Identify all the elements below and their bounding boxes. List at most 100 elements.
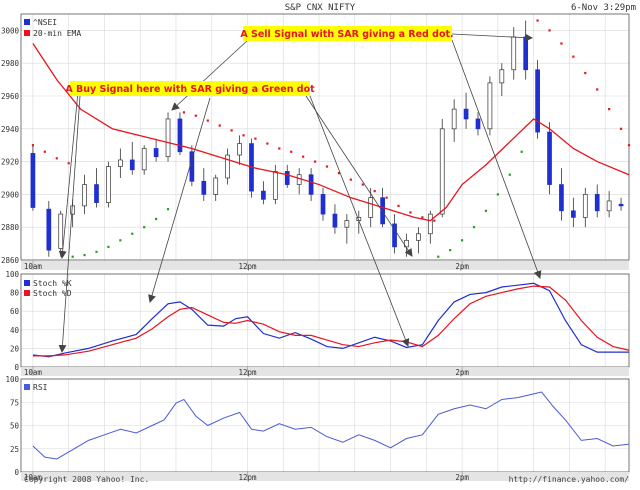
buy-arrow-stoch — [58, 95, 81, 353]
sar-green-dot — [71, 255, 74, 258]
rsi-line — [32, 391, 630, 460]
candle-down — [618, 203, 624, 207]
candle-down — [463, 108, 469, 120]
candle-up — [344, 220, 350, 228]
sar-green-dot — [437, 255, 440, 258]
sar-green-dot — [449, 249, 452, 252]
sar-green-dot — [95, 250, 98, 253]
chart-title: S&P CNX NIFTY — [285, 3, 356, 13]
plot-frame — [20, 13, 630, 261]
x-tick-label: 2pm — [455, 473, 469, 482]
candle-up — [487, 82, 493, 130]
footer-source: http://finance.yahoo.com/ — [509, 475, 630, 484]
stochastic-panel: 0 20 40 60 80 100 10am 12pm 2pm — [5, 270, 630, 377]
x-tick-label: 2pm — [455, 368, 469, 377]
legend-label-ema: 20-min EMA — [33, 29, 81, 38]
annotation-arrows — [58, 33, 542, 353]
sar-red-dot — [596, 88, 599, 91]
y-tick-label: 2920 — [1, 158, 20, 167]
candle-down — [380, 197, 385, 225]
legend-label-stoch-k: Stoch %K — [33, 279, 72, 288]
y-tick-label: 2940 — [1, 125, 20, 134]
x-tick-label: 10am — [24, 473, 43, 482]
x-tick-label: 10am — [24, 368, 43, 377]
sar-red-dot — [337, 171, 341, 175]
candle-up — [141, 148, 147, 171]
sar-red-dot — [627, 144, 631, 147]
y-tick-label: 50 — [10, 422, 20, 431]
sar-red-dot — [433, 219, 436, 222]
sar-red-dot — [608, 108, 611, 111]
legend-label-rsi: RSI — [33, 383, 48, 392]
sar-red-dot — [218, 124, 221, 127]
stoch-d-line — [32, 285, 630, 357]
sar-red-dot — [31, 144, 35, 147]
x-tick-label: 12pm — [238, 473, 257, 482]
sar-green-dot — [119, 239, 122, 242]
candle-down — [30, 153, 36, 208]
y-tick-label: 2860 — [1, 256, 20, 265]
sar-red-dot — [373, 190, 376, 193]
candle-up — [225, 154, 230, 179]
sar-red-dot — [548, 29, 551, 32]
sar-red-dot — [349, 178, 352, 181]
rsi-legend: RSI — [24, 383, 48, 392]
sar-green-dot — [107, 245, 110, 248]
y-tick-label: 2960 — [1, 92, 20, 101]
sell-arrow-left — [171, 39, 249, 111]
time-axis-band — [21, 472, 629, 481]
candle-down — [571, 210, 576, 218]
candle-down — [475, 118, 481, 130]
sar-red-dot — [584, 71, 587, 75]
sar-green-dot — [496, 193, 499, 196]
candle-up — [427, 213, 433, 235]
sell-callout-box — [243, 26, 452, 41]
price-panel: 2860 2880 2900 2920 2940 2960 2980 3000 10am 12pm… — [1, 13, 631, 271]
legend-swatch-nsei — [24, 19, 30, 25]
candle-up — [368, 197, 374, 218]
y-tick-label: 40 — [10, 326, 20, 335]
x-tick-label: 12pm — [238, 262, 257, 271]
candle-up — [439, 128, 445, 215]
rsi-panel: 0 25 50 75 100 10am 12pm 2pm — [5, 375, 630, 482]
candle-down — [129, 159, 135, 171]
buy-callout-box — [70, 81, 310, 96]
candle-down — [523, 36, 529, 71]
candle-up — [70, 205, 76, 215]
y-tick-label: 80 — [10, 289, 20, 298]
candle-down — [392, 223, 397, 248]
sar-green-dot — [472, 226, 476, 229]
y-tick-label: 25 — [10, 445, 19, 454]
buy-callout-text: A Buy Signal here with SAR giving a Gree… — [65, 84, 315, 95]
sar-red-dot — [55, 157, 58, 160]
candle-down — [332, 213, 338, 228]
y-tick-label: 2880 — [1, 223, 20, 232]
candle-down — [547, 131, 552, 185]
y-tick-label: 100 — [5, 375, 19, 384]
sar-green-dot — [484, 209, 488, 212]
buy-arrow-chart — [58, 91, 79, 259]
candle-down — [177, 118, 183, 153]
sar-red-dot — [572, 55, 575, 58]
sar-green-dot — [520, 150, 523, 153]
x-tick-label: 2pm — [455, 262, 469, 271]
sar-red-dot — [67, 162, 70, 165]
candle-down — [594, 194, 600, 212]
candle-down — [559, 184, 564, 212]
x-tick-label: 12pm — [238, 368, 257, 377]
sar-green-dot — [143, 226, 146, 229]
candle-up — [582, 194, 588, 218]
y-tick-label: 2980 — [1, 59, 20, 68]
sar-red-dot — [290, 150, 293, 153]
y-tick-label: 20 — [10, 344, 20, 353]
candle-up — [82, 184, 87, 207]
sell-arrow-right — [451, 33, 533, 42]
candle-up — [511, 36, 517, 71]
y-tick-label: 3000 — [1, 26, 20, 35]
candle-up — [106, 166, 111, 203]
sar-red-dot — [43, 150, 46, 153]
candle-down — [284, 171, 290, 185]
legend-swatch-rsi — [24, 384, 30, 390]
